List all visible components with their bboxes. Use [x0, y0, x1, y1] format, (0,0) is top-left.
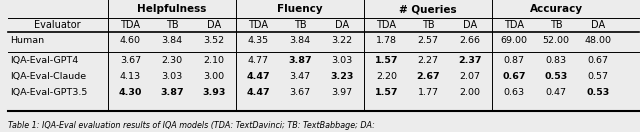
- Text: 2.20: 2.20: [376, 72, 397, 81]
- Text: 3.52: 3.52: [204, 36, 225, 44]
- Text: 3.03: 3.03: [332, 56, 353, 65]
- Text: 0.67: 0.67: [588, 56, 609, 65]
- Text: TB: TB: [166, 20, 179, 30]
- Text: DA: DA: [335, 20, 349, 30]
- Text: 0.53: 0.53: [545, 72, 568, 81]
- Text: IQA-Eval-GPT4: IQA-Eval-GPT4: [10, 56, 79, 65]
- Text: 4.47: 4.47: [246, 72, 270, 81]
- Text: DA: DA: [207, 20, 221, 30]
- Text: Fluency: Fluency: [277, 4, 323, 14]
- Text: 48.00: 48.00: [584, 36, 611, 44]
- Text: TDA: TDA: [248, 20, 268, 30]
- Text: 1.77: 1.77: [418, 88, 438, 96]
- Text: TDA: TDA: [120, 20, 140, 30]
- Text: 52.00: 52.00: [543, 36, 570, 44]
- Text: Table 1: IQA-Eval evaluation results of IQA models (TDA: TextDavinci; TB: TextBa: Table 1: IQA-Eval evaluation results of …: [8, 121, 374, 130]
- Text: Helpfulness: Helpfulness: [138, 4, 207, 14]
- Text: 4.47: 4.47: [246, 88, 270, 96]
- Text: TB: TB: [550, 20, 563, 30]
- Text: IQA-Eval-GPT3.5: IQA-Eval-GPT3.5: [10, 88, 88, 96]
- Text: TB: TB: [294, 20, 307, 30]
- Text: 3.22: 3.22: [332, 36, 353, 44]
- Text: 0.83: 0.83: [545, 56, 567, 65]
- Text: 2.00: 2.00: [460, 88, 481, 96]
- Text: 69.00: 69.00: [501, 36, 528, 44]
- Text: TB: TB: [422, 20, 435, 30]
- Text: DA: DA: [591, 20, 605, 30]
- Text: 4.13: 4.13: [120, 72, 141, 81]
- Text: TDA: TDA: [376, 20, 396, 30]
- Text: 3.03: 3.03: [161, 72, 183, 81]
- Text: 4.60: 4.60: [120, 36, 141, 44]
- Text: 3.87: 3.87: [161, 88, 184, 96]
- Text: 4.77: 4.77: [248, 56, 269, 65]
- Text: 0.87: 0.87: [504, 56, 525, 65]
- Text: 3.67: 3.67: [289, 88, 311, 96]
- Text: 1.57: 1.57: [374, 88, 398, 96]
- Text: 2.30: 2.30: [161, 56, 183, 65]
- Text: # Queries: # Queries: [399, 4, 457, 14]
- Text: 0.67: 0.67: [502, 72, 526, 81]
- Text: IQA-Eval-Claude: IQA-Eval-Claude: [10, 72, 86, 81]
- Text: 2.27: 2.27: [418, 56, 438, 65]
- Text: 3.84: 3.84: [289, 36, 311, 44]
- Text: 4.35: 4.35: [248, 36, 269, 44]
- Text: 1.78: 1.78: [376, 36, 397, 44]
- Text: 2.66: 2.66: [460, 36, 481, 44]
- Text: Accuracy: Accuracy: [529, 4, 583, 14]
- Text: 2.37: 2.37: [458, 56, 482, 65]
- Text: Human: Human: [10, 36, 44, 44]
- Text: TDA: TDA: [504, 20, 524, 30]
- Text: 2.67: 2.67: [417, 72, 440, 81]
- Text: 0.63: 0.63: [504, 88, 525, 96]
- Text: 2.10: 2.10: [204, 56, 225, 65]
- Text: 3.97: 3.97: [332, 88, 353, 96]
- Text: 4.30: 4.30: [118, 88, 142, 96]
- Text: 1.57: 1.57: [374, 56, 398, 65]
- Text: 3.93: 3.93: [202, 88, 226, 96]
- Text: 2.57: 2.57: [418, 36, 438, 44]
- Text: DA: DA: [463, 20, 477, 30]
- Text: 3.67: 3.67: [120, 56, 141, 65]
- Text: 3.84: 3.84: [161, 36, 183, 44]
- Text: 3.47: 3.47: [289, 72, 311, 81]
- Text: 3.00: 3.00: [204, 72, 225, 81]
- Text: 0.57: 0.57: [588, 72, 609, 81]
- Text: 3.23: 3.23: [330, 72, 354, 81]
- Text: 0.53: 0.53: [586, 88, 609, 96]
- Text: 0.47: 0.47: [546, 88, 566, 96]
- Text: 3.87: 3.87: [289, 56, 312, 65]
- Text: Evaluator: Evaluator: [34, 20, 81, 30]
- Text: 2.07: 2.07: [460, 72, 481, 81]
